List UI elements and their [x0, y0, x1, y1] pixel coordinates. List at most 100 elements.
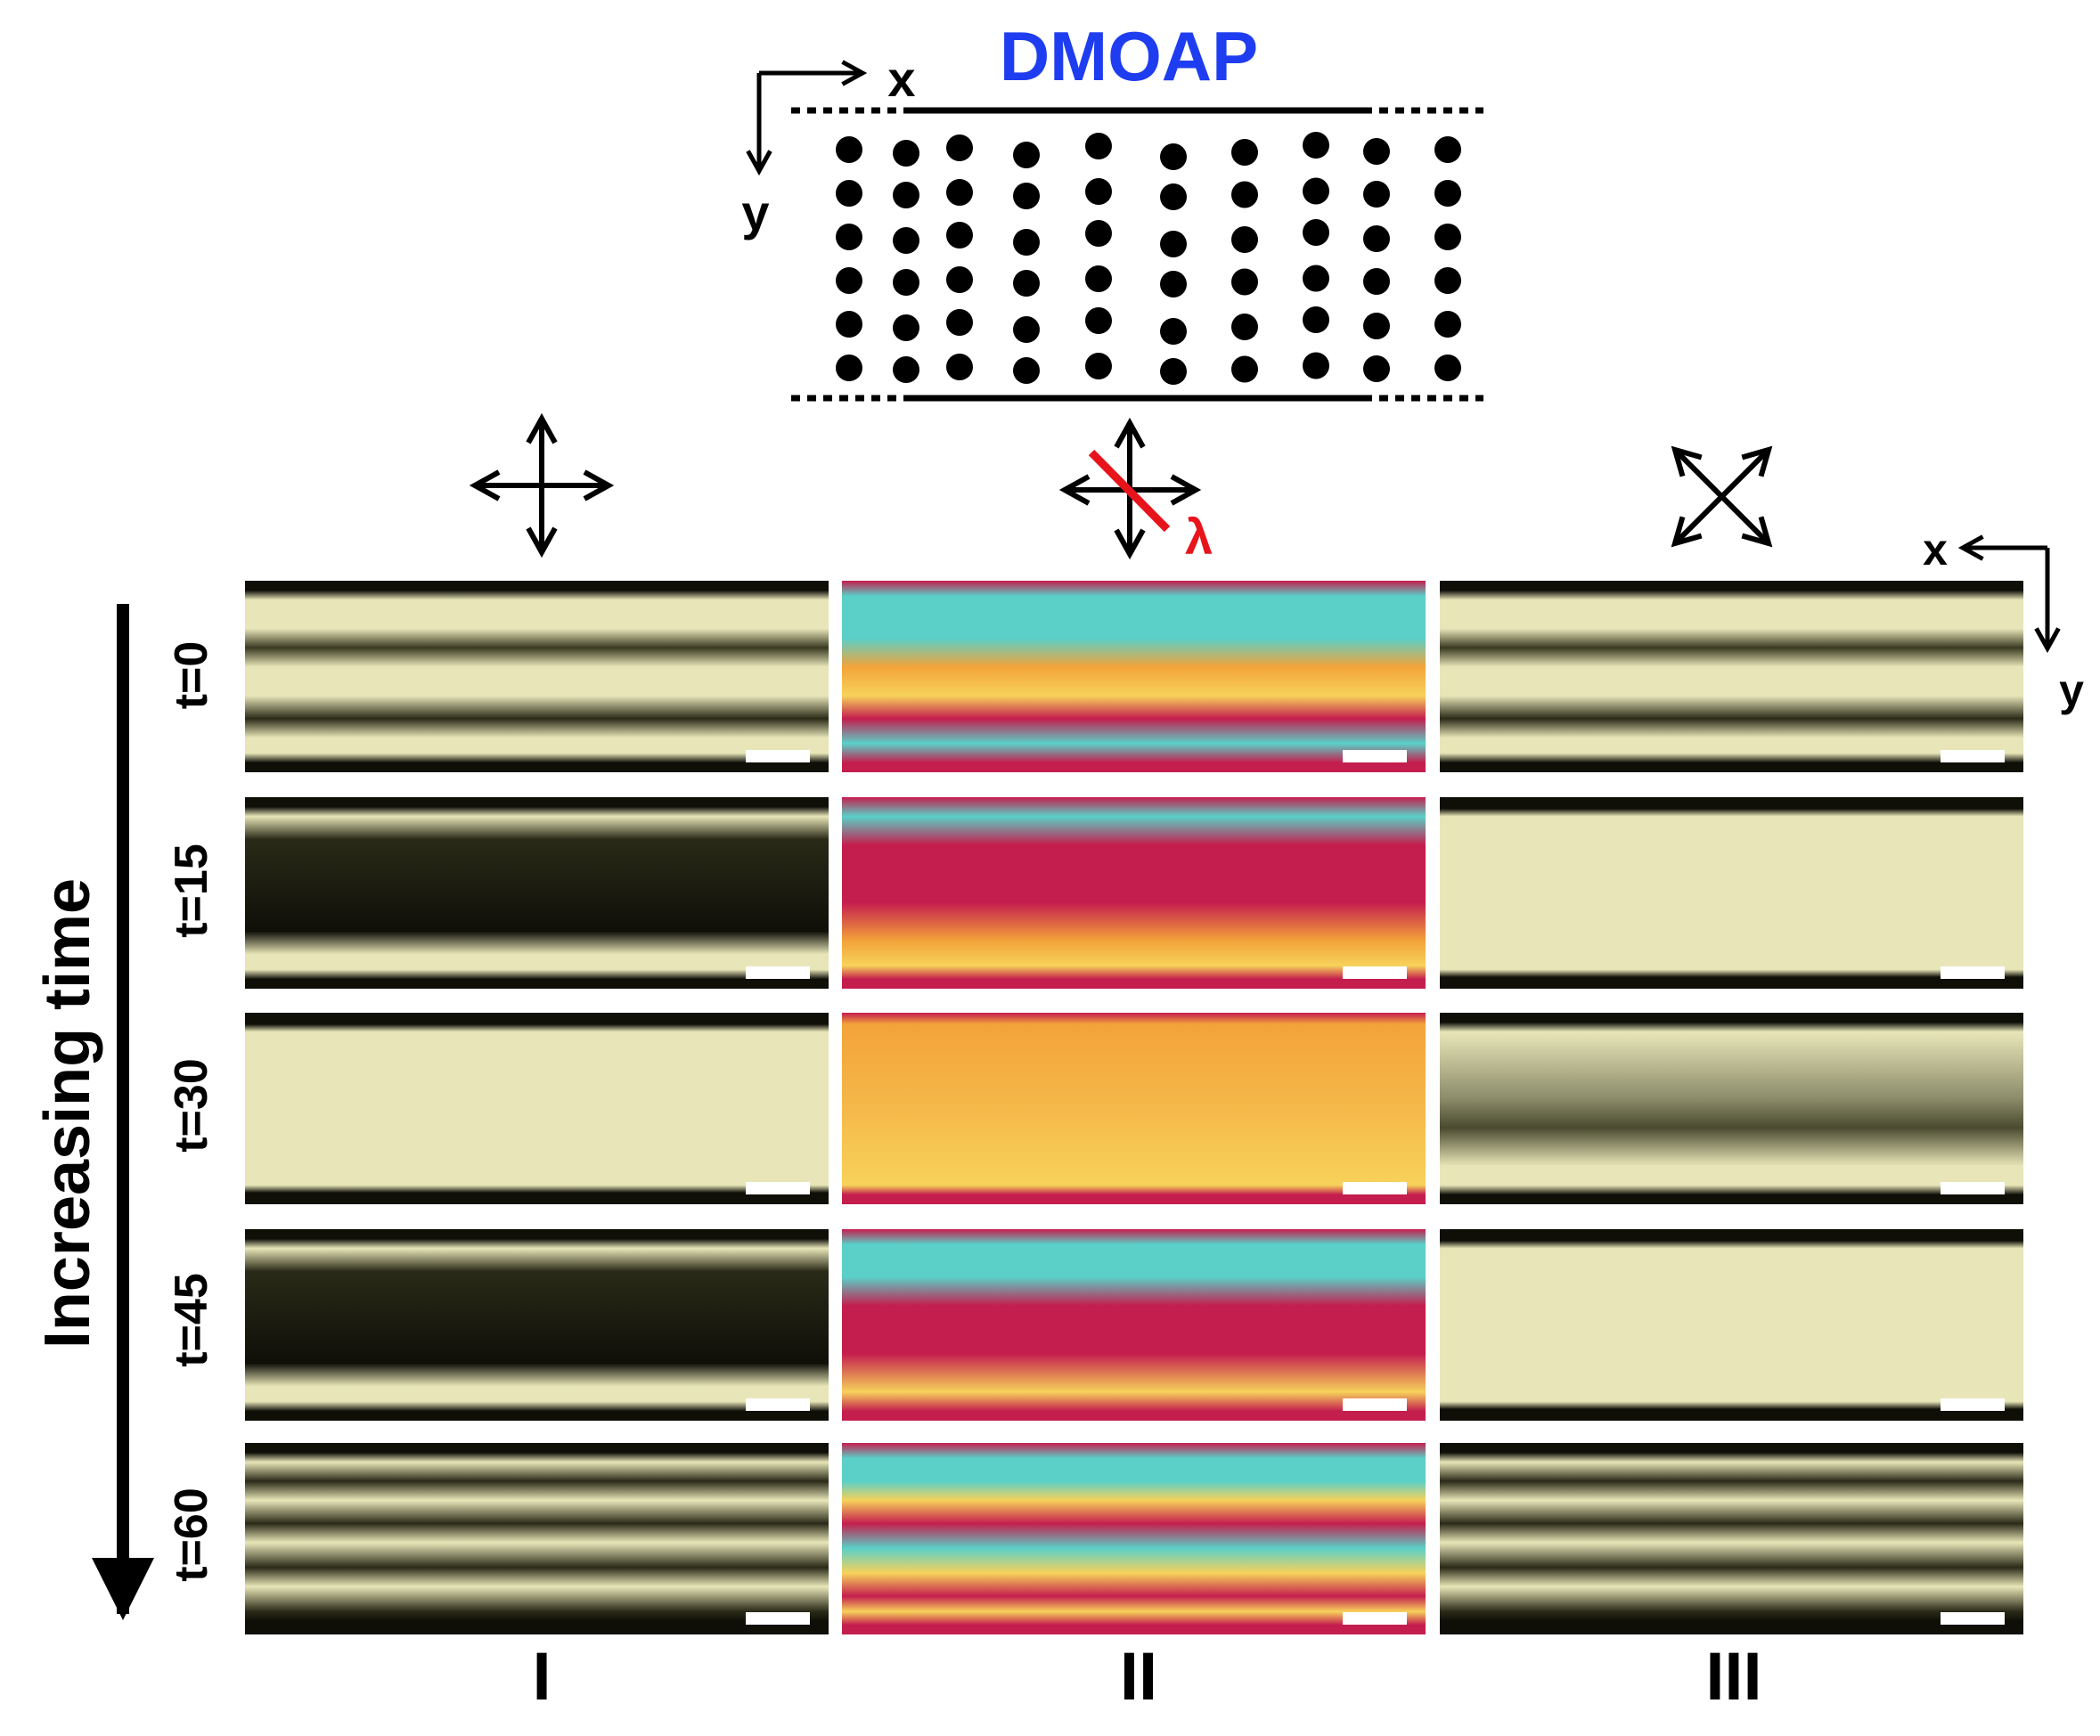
molecule-dot — [1363, 268, 1390, 295]
micrograph-t60-II — [842, 1443, 1426, 1634]
scale-bar — [1343, 1182, 1407, 1194]
molecule-dot — [1303, 132, 1329, 159]
molecule-dot — [1085, 307, 1112, 334]
micrograph-t15-I — [245, 797, 829, 989]
molecule-dot — [1160, 318, 1187, 345]
column-label-II: II — [1120, 1639, 1157, 1715]
micrograph-grid — [245, 581, 2023, 1634]
schematic-title: DMOAP — [1000, 17, 1258, 95]
row-label-t30: t=30 — [166, 1058, 217, 1153]
scale-bar — [1941, 1398, 2005, 1411]
molecule-dot — [1303, 265, 1329, 292]
molecule-dot — [1434, 136, 1461, 163]
molecule-dot — [1160, 271, 1187, 297]
molecule-dot — [1363, 181, 1390, 208]
molecule-dot — [1231, 314, 1258, 340]
molecule-dot — [836, 267, 862, 294]
molecule-dot — [1013, 229, 1040, 256]
molecule-dot — [946, 222, 973, 249]
micrograph-t0-I — [245, 581, 829, 772]
scale-bar — [1941, 750, 2005, 762]
time-axis-label: Increasing time — [32, 878, 103, 1349]
molecule-dot — [836, 180, 862, 207]
molecule-dot — [1160, 143, 1187, 170]
scale-bar — [1941, 1612, 2005, 1625]
molecule-dot — [1363, 355, 1390, 382]
molecule-dot — [946, 134, 973, 161]
molecule-dot — [836, 224, 862, 250]
row-label-t45: t=45 — [166, 1273, 217, 1367]
molecule-dot — [1013, 142, 1040, 168]
molecule-dot — [1231, 139, 1258, 166]
molecule-dot — [1085, 178, 1112, 205]
row-label-t60: t=60 — [166, 1487, 217, 1582]
molecule-dot — [1434, 355, 1461, 381]
molecule-dot — [893, 356, 919, 383]
molecule-dot — [1160, 358, 1187, 385]
scale-bar — [1941, 966, 2005, 979]
micrograph-t30-III — [1440, 1013, 2023, 1204]
scale-bar — [1343, 750, 1407, 762]
molecule-dot — [836, 136, 862, 163]
rotated-crossed-polarizers-icon — [1675, 450, 1769, 543]
panel-axis-y-label: y — [2059, 665, 2084, 715]
molecule-dot — [893, 140, 919, 167]
molecule-dot — [1085, 133, 1112, 159]
micrograph-t15-III — [1440, 797, 2023, 989]
micrograph-t0-III — [1440, 581, 2023, 772]
molecule-dot — [1013, 270, 1040, 297]
column-labels: I II III — [532, 1639, 1761, 1715]
molecule-dot — [946, 354, 973, 380]
row-label-t15: t=15 — [166, 844, 217, 938]
molecule-dot — [946, 309, 973, 336]
molecule-dot — [1013, 357, 1040, 384]
molecule-dot — [1085, 265, 1112, 292]
micrograph-t30-I — [245, 1013, 829, 1204]
molecule-dot — [946, 266, 973, 293]
molecule-dot — [1434, 224, 1461, 250]
micrograph-t15-II — [842, 797, 1426, 989]
waveplate-lambda-label: λ — [1185, 509, 1213, 565]
column-label-III: III — [1705, 1639, 1761, 1715]
schematic-axis-y-label: y — [741, 184, 769, 240]
molecule-dot — [1363, 138, 1390, 165]
molecule-dot — [1303, 177, 1329, 205]
crossed-polarizers-icon — [475, 419, 609, 552]
molecule-dot — [836, 355, 862, 381]
micrograph-t60-I — [245, 1443, 829, 1634]
molecule-dot — [1434, 267, 1461, 294]
molecule-dot — [1231, 268, 1258, 296]
polarizer-icon-col-II: λ — [1065, 423, 1213, 565]
schematic: DMOAP x y — [741, 17, 1483, 402]
micrograph-t0-II — [842, 581, 1426, 772]
molecule-dot — [946, 179, 973, 206]
molecule-dot — [1160, 231, 1187, 257]
molecule-dot — [893, 227, 919, 254]
molecule-dot — [1013, 183, 1040, 209]
polarizer-icon-col-III — [1675, 450, 1769, 543]
molecule-dot — [1434, 311, 1461, 338]
scale-bar — [1343, 1398, 1407, 1411]
molecule-dot — [1363, 225, 1390, 252]
time-axis: Increasing time — [32, 604, 154, 1620]
molecule-dot — [1013, 316, 1040, 343]
column-label-I: I — [532, 1639, 551, 1715]
scale-bar — [746, 1612, 810, 1625]
molecule-dot — [1085, 353, 1112, 379]
molecule-dot — [893, 314, 919, 341]
molecule-dot — [1303, 219, 1329, 246]
polarizer-icon-col-I — [475, 419, 609, 552]
molecule-dot — [1160, 183, 1187, 210]
molecule-dot — [1231, 181, 1258, 208]
crossed-polarizers-with-waveplate-icon — [1065, 423, 1196, 554]
row-label-t0: t=0 — [166, 641, 217, 710]
scale-bar — [1343, 1612, 1407, 1625]
molecule-dot — [1303, 306, 1329, 333]
scale-bar — [1343, 966, 1407, 979]
micrograph-t45-III — [1440, 1229, 2023, 1421]
panel-axes: x y — [1923, 525, 2084, 715]
panel-axis-x-label: x — [1923, 525, 1948, 575]
molecule-dot — [836, 311, 862, 338]
molecule-dot — [1231, 355, 1258, 383]
